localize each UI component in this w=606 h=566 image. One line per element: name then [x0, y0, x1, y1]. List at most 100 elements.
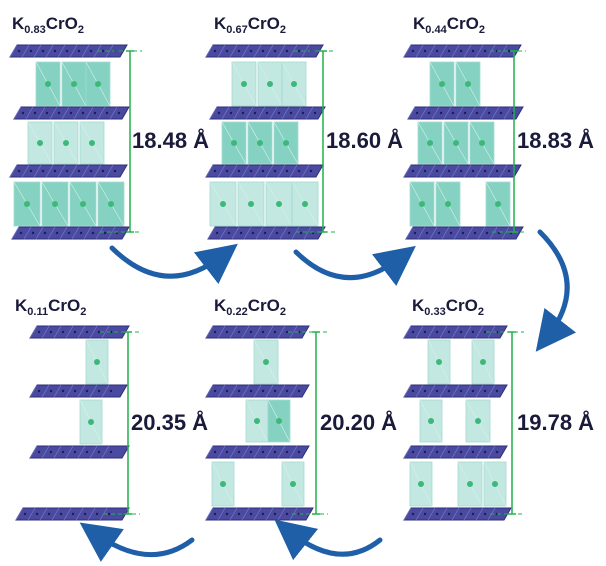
layer-edge: [59, 226, 68, 240]
oxygen-dot: [213, 512, 217, 516]
oxygen-dot: [73, 330, 77, 334]
layer-edge: [21, 164, 30, 178]
layer-edge: [463, 445, 472, 459]
layer-edge: [15, 507, 24, 521]
layer-edge: [243, 226, 252, 240]
k-atom: [80, 201, 86, 207]
layer-edge: [451, 164, 460, 178]
oxygen-dot: [483, 389, 487, 393]
oxygen-dot: [217, 111, 221, 115]
oxygen-dot: [29, 49, 33, 53]
k-atom: [108, 201, 114, 207]
k-atom: [276, 201, 282, 207]
oxygen-dot: [273, 512, 277, 516]
layer-edge: [499, 44, 508, 58]
oxygen-dot: [53, 169, 57, 173]
oxygen-dot: [249, 389, 253, 393]
oxygen-dot: [299, 231, 303, 235]
oxygen-dot: [227, 231, 231, 235]
oxygen-dot: [427, 111, 431, 115]
oxygen-dot: [85, 330, 89, 334]
oxygen-dot: [97, 330, 101, 334]
k-atom: [88, 419, 94, 425]
layer-edge: [305, 106, 314, 120]
layer-edge: [229, 44, 238, 58]
k-atom: [276, 418, 282, 424]
layer-edge: [87, 507, 96, 521]
oxygen-dot: [485, 231, 489, 235]
layer-edge: [69, 44, 78, 58]
oxygen-dot: [471, 330, 475, 334]
layer-edge: [241, 164, 250, 178]
oxygen-dot: [313, 111, 317, 115]
oxygen-dot: [249, 49, 253, 53]
layer-edge: [33, 44, 42, 58]
layer-edge: [439, 164, 448, 178]
transition-arrows: [79, 229, 577, 562]
layer-edge: [73, 106, 82, 120]
k-atom: [480, 359, 486, 365]
layer-edge: [41, 445, 50, 459]
layer-edge: [487, 384, 496, 398]
layer-edge: [81, 44, 90, 58]
layer-edge: [487, 164, 496, 178]
oxygen-dot: [273, 450, 277, 454]
layer-edge: [33, 164, 42, 178]
oxygen-dot: [261, 389, 265, 393]
oxygen-dot: [107, 512, 111, 516]
oxygen-dot: [461, 231, 465, 235]
layer-edge: [277, 325, 286, 339]
layer-edge: [277, 44, 286, 58]
layer-edge: [217, 44, 226, 58]
oxygen-dot: [101, 169, 105, 173]
oxygen-dot: [297, 389, 301, 393]
oxygen-dot: [85, 389, 89, 393]
oxygen-dot: [49, 450, 53, 454]
oxygen-dot: [459, 389, 463, 393]
oxygen-dot: [213, 169, 217, 173]
layer-edge: [475, 164, 484, 178]
layer-edge: [289, 384, 298, 398]
k-atom: [37, 140, 43, 146]
formula-label-k011: K0.11CrO2: [15, 296, 87, 318]
oxygen-dot: [215, 231, 219, 235]
layer-edge: [219, 226, 228, 240]
oxygen-dot: [249, 512, 253, 516]
oxygen-dot: [297, 49, 301, 53]
layer-edge: [431, 106, 440, 120]
k-atom: [467, 481, 473, 487]
layer-edge: [501, 226, 510, 240]
layer-edge: [451, 44, 460, 58]
oxygen-dot: [265, 111, 269, 115]
oxygen-dot: [249, 169, 253, 173]
oxygen-dot: [447, 512, 451, 516]
layer-edge: [57, 44, 66, 58]
layer-edge: [415, 164, 424, 178]
oxygen-dot: [449, 231, 453, 235]
oxygen-dot: [73, 389, 77, 393]
layer-edge: [13, 106, 22, 120]
oxygen-dot: [41, 169, 45, 173]
layer-edge: [487, 445, 496, 459]
layer-edge: [253, 384, 262, 398]
oxygen-dot: [37, 450, 41, 454]
formula-label-k083: K0.83CrO2: [12, 14, 84, 36]
layer-edge: [77, 445, 86, 459]
oxygen-dot: [459, 169, 463, 173]
layer-edge: [439, 325, 448, 339]
oxygen-dot: [285, 512, 289, 516]
oxygen-dot: [415, 111, 419, 115]
layer-edge: [41, 325, 50, 339]
oxygen-dot: [61, 330, 65, 334]
oxygen-dot: [471, 450, 475, 454]
layer-edge: [95, 226, 104, 240]
formula-label-k022: K0.22CrO2: [214, 296, 286, 318]
oxygen-dot: [273, 389, 277, 393]
oxygen-dot: [109, 450, 113, 454]
oxygen-dot: [261, 330, 265, 334]
oxygen-dot: [237, 49, 241, 53]
oxygen-dot: [237, 389, 241, 393]
arrow-k033-to-k022: [274, 519, 383, 561]
layer-edge: [207, 226, 216, 240]
layer-edge: [241, 445, 250, 459]
